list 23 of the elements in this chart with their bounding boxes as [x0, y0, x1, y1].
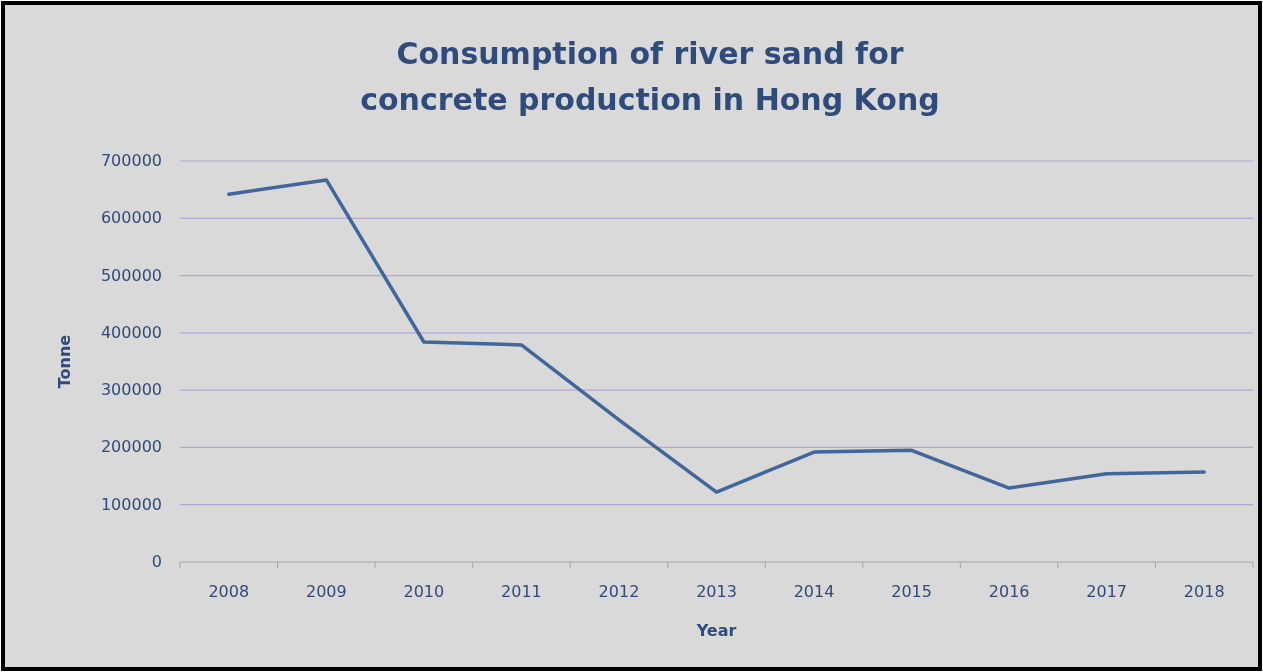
x-tick-label: 2015 [891, 582, 932, 601]
x-tick-label: 2018 [1183, 582, 1225, 601]
x-tick-label: 2016 [988, 582, 1030, 601]
y-tick-label: 300000 [100, 380, 162, 400]
y-tick-label: 100000 [100, 494, 162, 514]
x-tick-label: 2014 [793, 582, 835, 601]
y-axis-title: Tonne [55, 334, 74, 389]
x-tick-label: 2008 [208, 582, 250, 601]
y-tick-label: 700000 [100, 151, 162, 170]
x-tick-label: 2013 [696, 582, 737, 601]
x-tick-label: 2012 [598, 582, 640, 601]
x-tick-label: 2017 [1086, 582, 1128, 601]
x-tick-label: 2009 [305, 582, 347, 601]
y-tick-label: 600000 [100, 208, 162, 228]
y-tick-label: 0 [151, 552, 162, 571]
x-tick-label: 2011 [501, 582, 542, 601]
chart-title: Consumption of river sand for concrete production in Hong Kong [360, 36, 940, 117]
y-tick-label: 200000 [100, 437, 162, 457]
y-tick-label: 400000 [100, 322, 162, 342]
line-series [227, 178, 1206, 494]
x-axis-title: Year [695, 621, 737, 640]
y-tick-label: 500000 [100, 265, 162, 285]
x-tick-label: 2010 [403, 582, 445, 601]
